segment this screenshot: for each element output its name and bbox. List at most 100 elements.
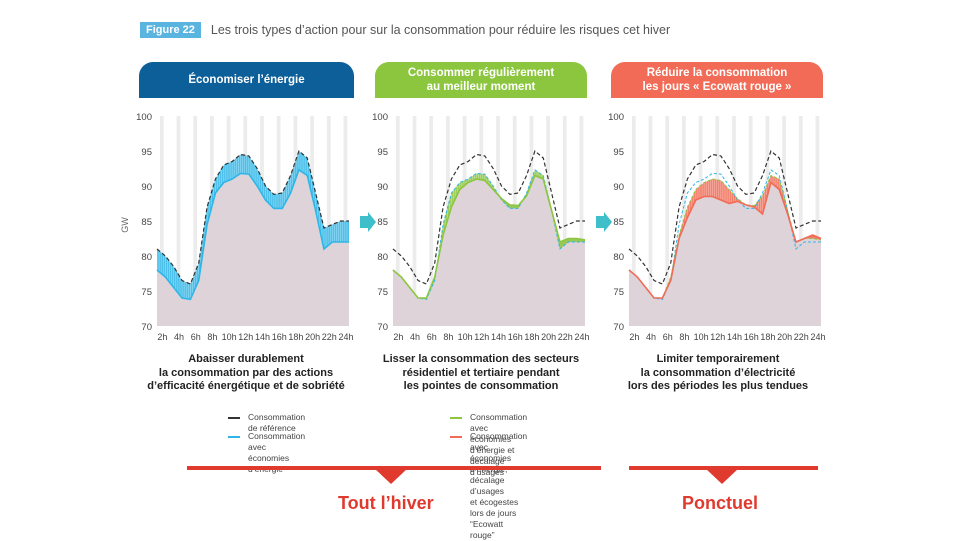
y-tick-label: 90: [141, 182, 152, 193]
x-tick-label: 10h: [694, 332, 709, 342]
x-tick-label: 8h: [207, 332, 217, 342]
panel-arrow-icon: [360, 212, 376, 232]
x-tick-label: 20h: [305, 332, 320, 342]
x-tick-label: 6h: [191, 332, 201, 342]
chart-panel-2: 70 75 80 85 90 95 100 2h 4h 6h 8h 10h 12h 14h 16h 18h 20…: [372, 112, 589, 342]
background-band: [815, 116, 820, 326]
y-tick-label: 100: [608, 112, 624, 123]
legend-swatch-shift: [450, 417, 462, 419]
panel-caption-consommer: Lisser la consommation des secteurs rési…: [382, 353, 580, 392]
y-tick-label: 100: [136, 112, 152, 123]
panel-caption-reduire: Limiter temporairement la consommation d…: [627, 353, 809, 392]
bracket-pointer-ponctuel: [705, 468, 739, 484]
y-tick-label: 80: [613, 252, 624, 263]
x-tick-label: 14h: [255, 332, 270, 342]
figure-badge: Figure 22: [140, 22, 201, 38]
x-tick-label: 24h: [574, 332, 589, 342]
panel-title: Consommer régulièrement au meilleur mome…: [407, 67, 555, 93]
y-axis-label: GW: [120, 217, 130, 233]
y-tick-label: 75: [141, 287, 152, 298]
background-band: [562, 116, 567, 326]
panel-arrow-icon: [596, 212, 612, 232]
series-line-ecowatt: [628, 181, 822, 299]
background-band: [798, 116, 803, 326]
bracket-pointer-winter: [374, 468, 408, 484]
panel-title: Réduire la consommation les jours « Ecow…: [642, 67, 792, 93]
x-tick-label: 8h: [679, 332, 689, 342]
x-tick-label: 16h: [744, 332, 759, 342]
background-band: [648, 116, 653, 326]
series-line-shift: [392, 174, 586, 299]
series-line-reference: [392, 149, 585, 285]
legend-label: Consommation de référence: [248, 412, 306, 433]
x-tick-label: 14h: [491, 332, 506, 342]
x-tick-label: 2h: [157, 332, 167, 342]
y-tick-label: 85: [377, 217, 388, 228]
background-band: [665, 116, 670, 326]
background-band: [429, 116, 434, 326]
background-band: [326, 116, 331, 326]
consumption-area: [393, 175, 585, 326]
x-tick-label: 24h: [338, 332, 353, 342]
background-band: [193, 116, 198, 326]
y-tick-label: 80: [141, 252, 152, 263]
y-tick-label: 85: [613, 217, 624, 228]
x-tick-label: 20h: [777, 332, 792, 342]
x-tick-label: 4h: [174, 332, 184, 342]
background-band: [579, 116, 584, 326]
x-tick-label: 8h: [443, 332, 453, 342]
y-tick-label: 90: [377, 182, 388, 193]
figure-title: Les trois types d’action pour sur la con…: [210, 23, 671, 37]
y-tick-label: 70: [141, 322, 152, 333]
label-tout-hiver: Tout l’hiver: [338, 493, 434, 513]
y-tick-label: 70: [377, 322, 388, 333]
background-band: [412, 116, 417, 326]
chart-panel-1: 70 75 80 85 90 95 100 2h 4h 6h 8h 10h 12h 14h 16h 18h 20…: [120, 112, 354, 342]
background-band: [159, 116, 164, 326]
x-tick-label: 22h: [322, 332, 337, 342]
x-tick-label: 10h: [458, 332, 473, 342]
x-tick-label: 22h: [558, 332, 573, 342]
x-tick-label: 20h: [541, 332, 556, 342]
reduction-band: [629, 175, 821, 298]
reduction-band: [157, 151, 349, 300]
figure-header: Figure 22 Les trois types d’action pour …: [140, 22, 670, 38]
x-tick-label: 18h: [524, 332, 539, 342]
panel-header-consommer: Consommer régulièrement au meilleur mome…: [375, 62, 587, 98]
series-line-savings: [156, 168, 349, 301]
x-tick-label: 12h: [238, 332, 253, 342]
legend-label: Consommation avec économies d’énergie et…: [470, 412, 528, 477]
x-tick-label: 12h: [710, 332, 725, 342]
chart-panel-3: 70 75 80 85 90 95 100 2h 4h 6h 8h 10h 12h 14h 16h 18h 20…: [608, 112, 825, 342]
consumption-area: [157, 169, 349, 326]
y-tick-label: 75: [613, 287, 624, 298]
y-tick-label: 85: [141, 217, 152, 228]
series-line-reference: [628, 149, 821, 285]
x-tick-label: 2h: [393, 332, 403, 342]
y-tick-label: 95: [141, 147, 152, 158]
x-tick-label: 18h: [760, 332, 775, 342]
legend-item-ecowatt: Consommation avec économies d’énergie, d…: [450, 431, 527, 541]
background-band: [176, 116, 181, 326]
legend-item-reference: Consommation de référence: [228, 412, 305, 434]
legend-item-shift: Consommation avec économies d’énergie et…: [450, 412, 527, 478]
y-tick-label: 70: [613, 322, 624, 333]
y-tick-label: 75: [377, 287, 388, 298]
legend-swatch-reference: [228, 417, 240, 419]
panel-header-economiser: Économiser l’énergie: [139, 62, 354, 98]
label-ponctuel: Ponctuel: [682, 493, 759, 513]
panel-caption-economiser: Abaisser durablement la consommation par…: [147, 353, 345, 392]
legend-swatch-ecowatt: [450, 436, 462, 438]
legend-label: Consommation avec économies d’énergie, d…: [470, 431, 528, 540]
y-tick-label: 90: [613, 182, 624, 193]
x-tick-label: 4h: [410, 332, 420, 342]
x-tick-label: 24h: [810, 332, 825, 342]
y-tick-label: 95: [613, 147, 624, 158]
background-band: [631, 116, 636, 326]
x-tick-label: 18h: [288, 332, 303, 342]
series-line-reference: [156, 149, 349, 285]
x-tick-label: 14h: [727, 332, 742, 342]
consumption-area: [629, 182, 821, 326]
x-tick-label: 4h: [646, 332, 656, 342]
